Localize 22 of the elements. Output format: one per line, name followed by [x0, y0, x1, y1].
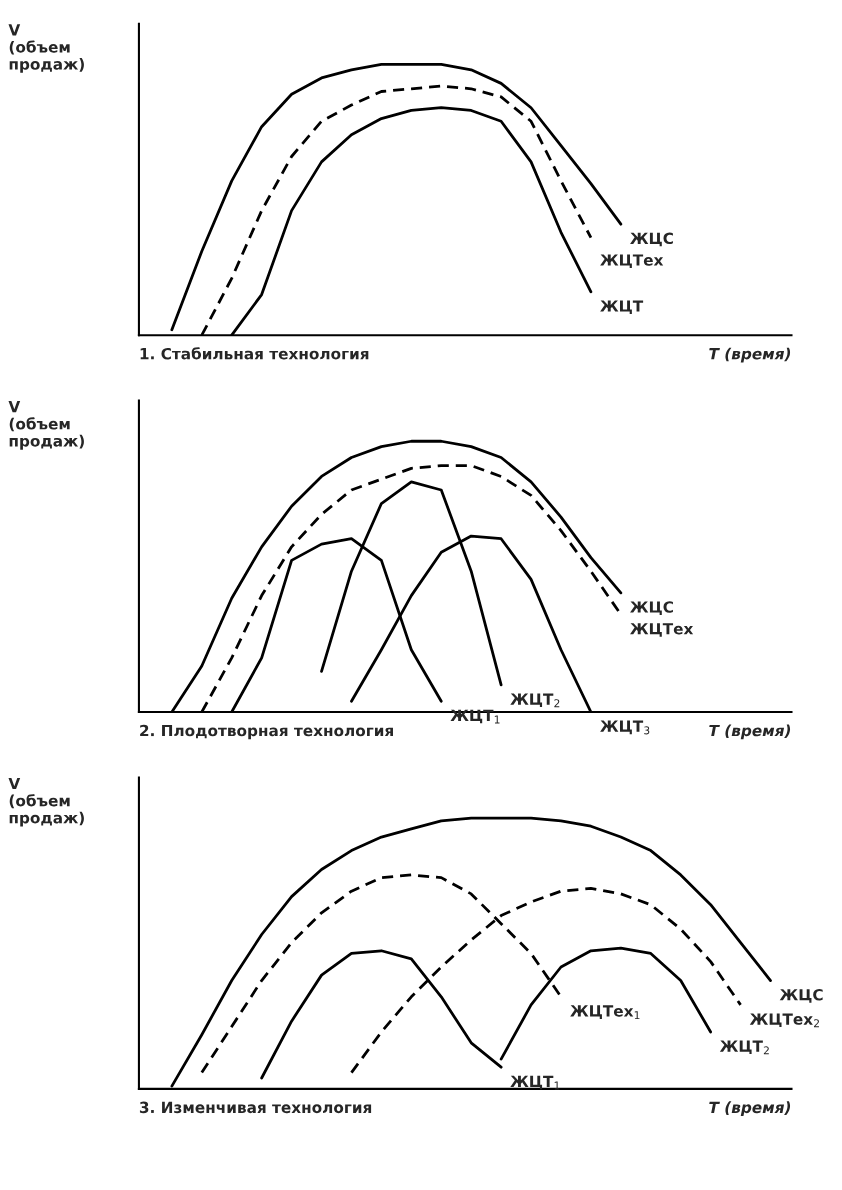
x-axis-title: T (время): [709, 724, 791, 740]
series-label: ЖЦТех$_{1}$: [570, 1005, 640, 1020]
series-label: ЖЦТ: [600, 300, 644, 314]
text: 2. Плодотворная технология: [140, 724, 393, 740]
series-label: ЖЦС: [630, 232, 673, 247]
x-axis-title: T (время): [709, 1101, 791, 1117]
series-label: ЖЦТ$_{2}$: [719, 1040, 769, 1055]
series-label: ЖЦТех: [630, 623, 694, 637]
y-axis-title: V (объем продаж): [8, 24, 84, 73]
series-label: ЖЦС: [630, 601, 673, 615]
text: 3. Изменчивая технология: [139, 1101, 372, 1114]
y-axis-title: V (объем продаж): [8, 777, 84, 827]
series-label: ЖЦТ$_{1}$: [510, 1075, 560, 1090]
series-label: ЖЦТ$_{2}$: [510, 693, 560, 708]
y-axis-title: V (объем продаж): [8, 401, 84, 450]
x-axis-title: T (время): [709, 347, 791, 363]
series-label: ЖЦТ$_{1}$: [450, 709, 500, 724]
series-label: ЖЦТех$_{2}$: [749, 1013, 819, 1028]
series-label: ЖЦТ$_{3}$: [600, 720, 650, 735]
text: 1. Стабильная технология: [140, 347, 369, 360]
series-label: ЖЦТех: [600, 254, 664, 268]
series-label: ЖЦС: [779, 988, 823, 1003]
